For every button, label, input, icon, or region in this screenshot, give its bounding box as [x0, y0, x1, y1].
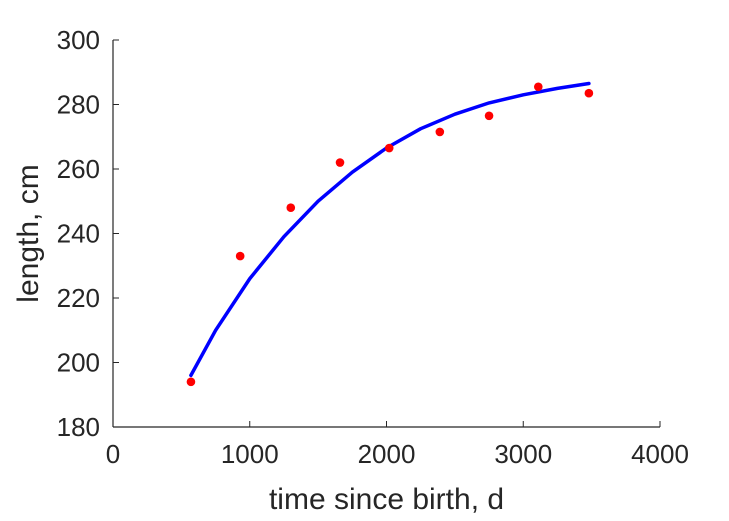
x-tick-label: 0 [106, 439, 120, 469]
y-tick-label: 280 [57, 90, 100, 120]
x-tick-label: 1000 [221, 439, 279, 469]
y-axis-label: length, cm [12, 164, 45, 302]
x-tick-label: 2000 [358, 439, 416, 469]
y-tick-label: 180 [57, 412, 100, 442]
data-point [235, 251, 245, 261]
data-point [186, 377, 196, 387]
data-point [335, 158, 345, 167]
data-point [435, 127, 445, 137]
data-point [384, 143, 394, 153]
data-point [484, 111, 494, 121]
x-tick-label: 3000 [494, 439, 552, 469]
y-tick-label: 300 [57, 25, 100, 55]
data-point [286, 203, 296, 212]
tick-labels: 0 1000 2000 3000 4000 180 200 220 240 260 280 300 [57, 25, 689, 469]
y-tick-label: 200 [57, 348, 100, 378]
series-points [186, 82, 594, 387]
data-point [533, 82, 543, 92]
y-tick-label: 240 [57, 219, 100, 249]
fit-curve [189, 81, 591, 378]
x-tick-label: 4000 [631, 439, 689, 469]
data-point [584, 88, 594, 98]
y-tick-label: 220 [57, 283, 100, 313]
x-axis-label: time since birth, d [269, 483, 504, 516]
tick-marks [112, 39, 661, 428]
y-tick-label: 260 [57, 154, 100, 184]
series-lines [189, 81, 591, 378]
